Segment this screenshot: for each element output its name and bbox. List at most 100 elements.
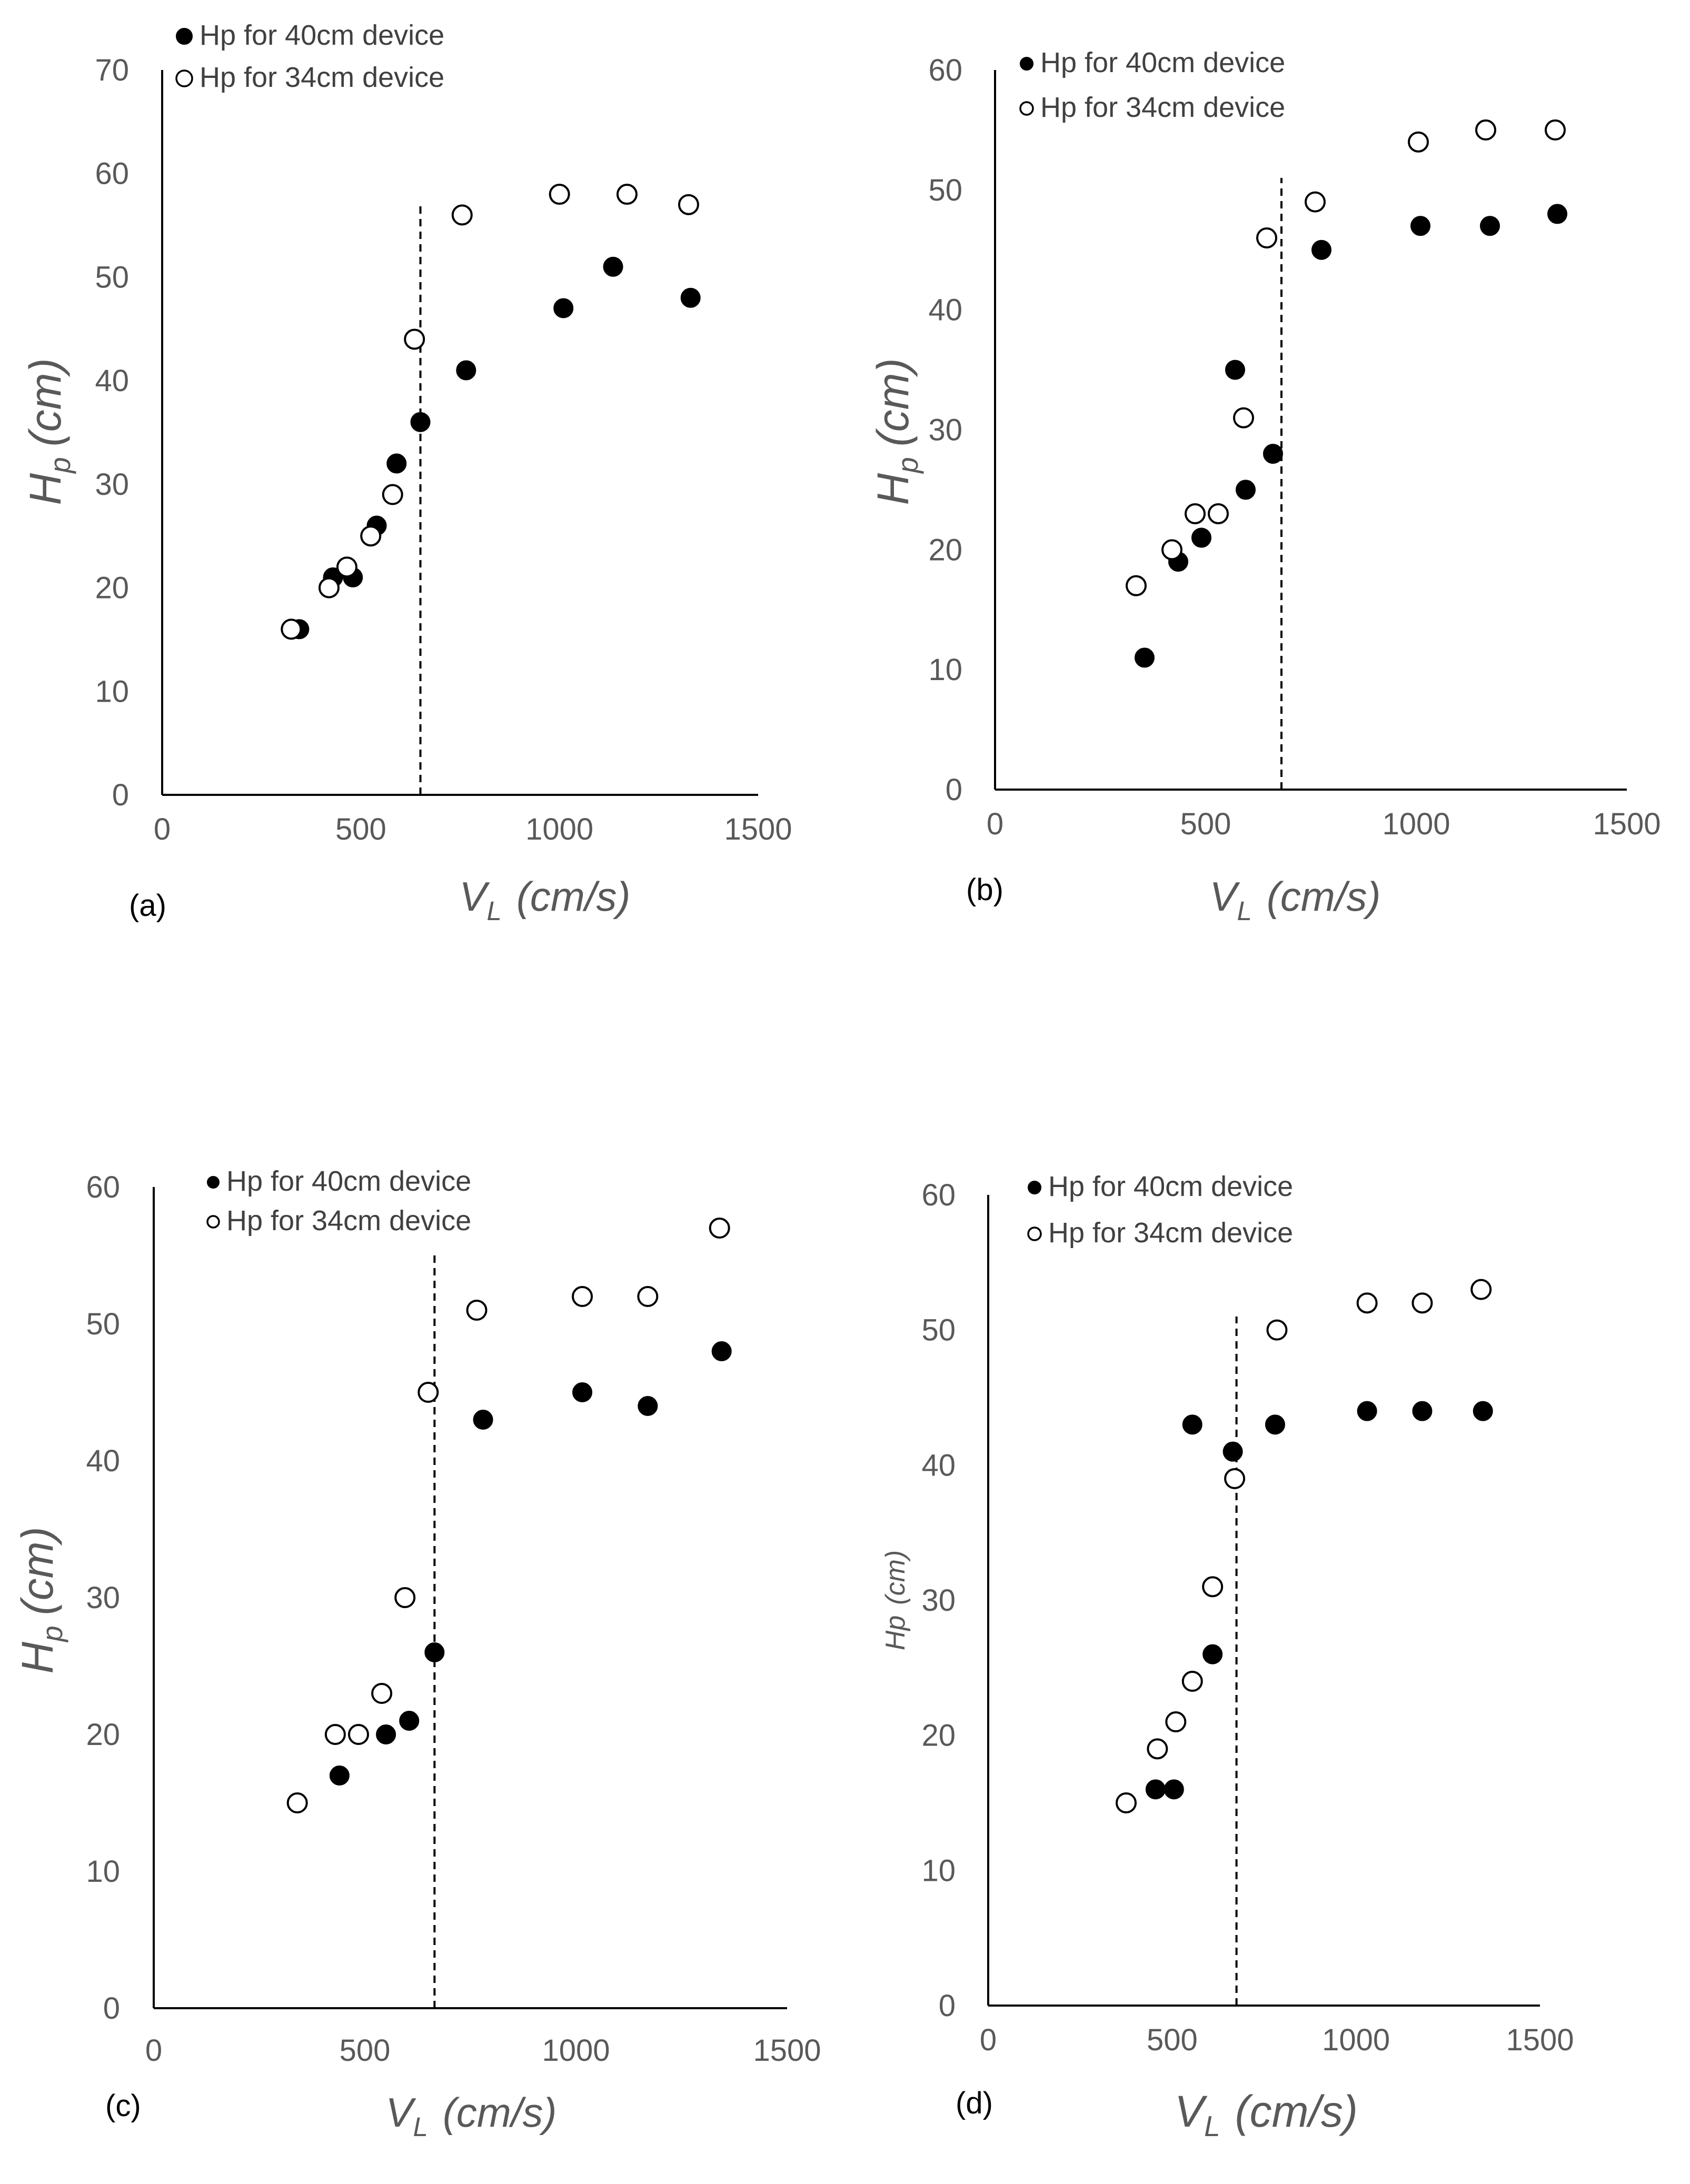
data-point-34cm [1224,1468,1246,1489]
legend-marker-34cm [206,1215,220,1229]
data-point-40cm [1480,216,1500,236]
data-point-40cm [1311,240,1331,260]
data-point-34cm [1266,1319,1288,1341]
x-axis-title-main: V [385,2089,416,2136]
data-point-34cm [1411,1292,1433,1314]
y-axis-title-main: H [868,473,918,505]
y-tick-label: 30 [86,1581,120,1615]
data-point-34cm [1116,1792,1137,1813]
data-point-34cm [1185,503,1206,524]
x-tick-label: 500 [340,2033,391,2068]
data-point-40cm [376,1724,396,1744]
legend-label: Hp for 34cm device [200,62,444,93]
chart-panel-d: 0 10 20 30 40 50 60 0 500 1000 1500 VL (cm/s) Hp (cm) (… [880,1171,1574,2142]
data-point-34cm [417,1382,439,1403]
y-tick-label: 60 [95,157,129,191]
x-axis-title-unit: (cm/s) [1235,2087,1358,2136]
y-axis-title-main: Hp [880,1615,911,1650]
x-axis-title: VL (cm/s) [1175,2087,1358,2142]
y-tick-label: 40 [86,1444,120,1478]
y-tick-label: 50 [921,1313,956,1348]
data-point-40cm [1236,480,1256,500]
data-point-40cm [329,1766,350,1786]
y-tick-label: 30 [95,467,129,502]
y-axis-title: Hp (cm) [880,1550,911,1650]
data-point-40cm [1202,1644,1223,1664]
y-tick-label: 0 [112,778,129,812]
x-tick-label: 1000 [1322,2023,1390,2057]
x-tick-label: 500 [1147,2023,1198,2057]
data-point-40cm [399,1711,420,1731]
panel-label: (d) [956,2086,993,2120]
legend-marker-40cm [1028,1181,1041,1194]
y-axis-title-main: H [13,1642,62,1674]
data-point-34cm [572,1286,593,1307]
data-point-34cm [382,484,403,505]
data-point-34cm [1256,227,1277,248]
legend-label: Hp for 40cm device [226,1165,471,1197]
chart-panel-a: 0 10 20 30 40 50 60 70 0 500 1000 1500 VL (cm/s) Hp (cm… [21,19,792,926]
x-axis-title: VL (cm/s) [385,2089,556,2142]
data-point-34cm [1233,407,1254,428]
x-tick-label: 1500 [1506,2023,1574,2057]
legend-label: Hp for 34cm device [1048,1217,1293,1249]
data-point-34cm [1545,119,1566,141]
x-axis-title-unit: (cm/s) [1267,873,1381,920]
x-tick-label: 500 [1180,807,1231,841]
data-point-34cm [616,184,638,205]
y-tick-label: 0 [103,1991,120,2026]
data-point-34cm [318,577,340,599]
data-point-34cm [360,525,382,547]
panel-label: (a) [129,889,166,923]
legend-label: Hp for 40cm device [1048,1171,1293,1202]
y-tick-label: 10 [95,674,129,709]
data-point-40cm [424,1642,445,1662]
legend-label: Hp for 40cm device [1040,47,1285,78]
data-point-34cm [1161,539,1182,561]
x-axis-title-subscript: L [413,2112,428,2142]
y-axis-title-unit: (cm) [868,358,918,446]
data-point-34cm [678,194,699,215]
data-point-40cm [1410,216,1430,236]
y-tick-label: 50 [95,260,129,294]
data-point-34cm [347,1724,369,1745]
y-tick-label: 40 [928,293,962,327]
data-point-34cm [549,184,570,205]
data-point-40cm [711,1341,732,1361]
data-point-34cm [336,556,357,578]
data-point-34cm [1202,1576,1224,1598]
y-axis-title-subscript: p [44,457,76,474]
data-point-34cm [1470,1279,1492,1300]
y-tick-label: 20 [928,533,962,567]
data-point-34cm [466,1300,488,1321]
data-point-40cm [410,412,431,432]
data-point-40cm [1164,1779,1184,1800]
y-axis-title-unit: (cm) [13,1527,62,1615]
data-point-34cm [637,1286,659,1307]
panel-label: (b) [966,873,1003,907]
data-point-34cm [451,204,473,226]
chart-panel-c: 0 10 20 30 40 50 60 0 500 1000 1500 VL (cm/s) Hp (cm) (… [13,1165,821,2142]
y-tick-label: 40 [95,364,129,398]
data-point-40cm [1191,527,1211,548]
data-point-40cm [1473,1401,1493,1421]
y-axis-title-unit: (cm) [880,1550,911,1605]
y-tick-label: 60 [86,1170,120,1204]
y-tick-label: 0 [939,1989,956,2023]
data-point-40cm [1263,444,1283,464]
data-point-40cm [1547,204,1567,224]
x-tick-label: 0 [980,2023,997,2057]
y-tick-label: 20 [921,1719,956,1753]
y-axis-title-subscript: p [36,1625,68,1643]
x-tick-label: 500 [335,812,386,846]
data-point-34cm [1126,575,1147,596]
y-tick-label: 60 [921,1178,956,1212]
chart-panel-b: 0 10 20 30 40 50 60 0 500 1000 1500 VL (cm/s) Hp (cm) (… [868,47,1661,926]
data-point-40cm [553,298,574,318]
data-point-40cm [456,360,476,381]
x-tick-label: 0 [145,2033,162,2068]
data-point-34cm [281,619,302,640]
data-point-34cm [371,1683,393,1704]
legend-label: Hp for 34cm device [226,1205,471,1236]
y-tick-label: 30 [921,1583,956,1618]
